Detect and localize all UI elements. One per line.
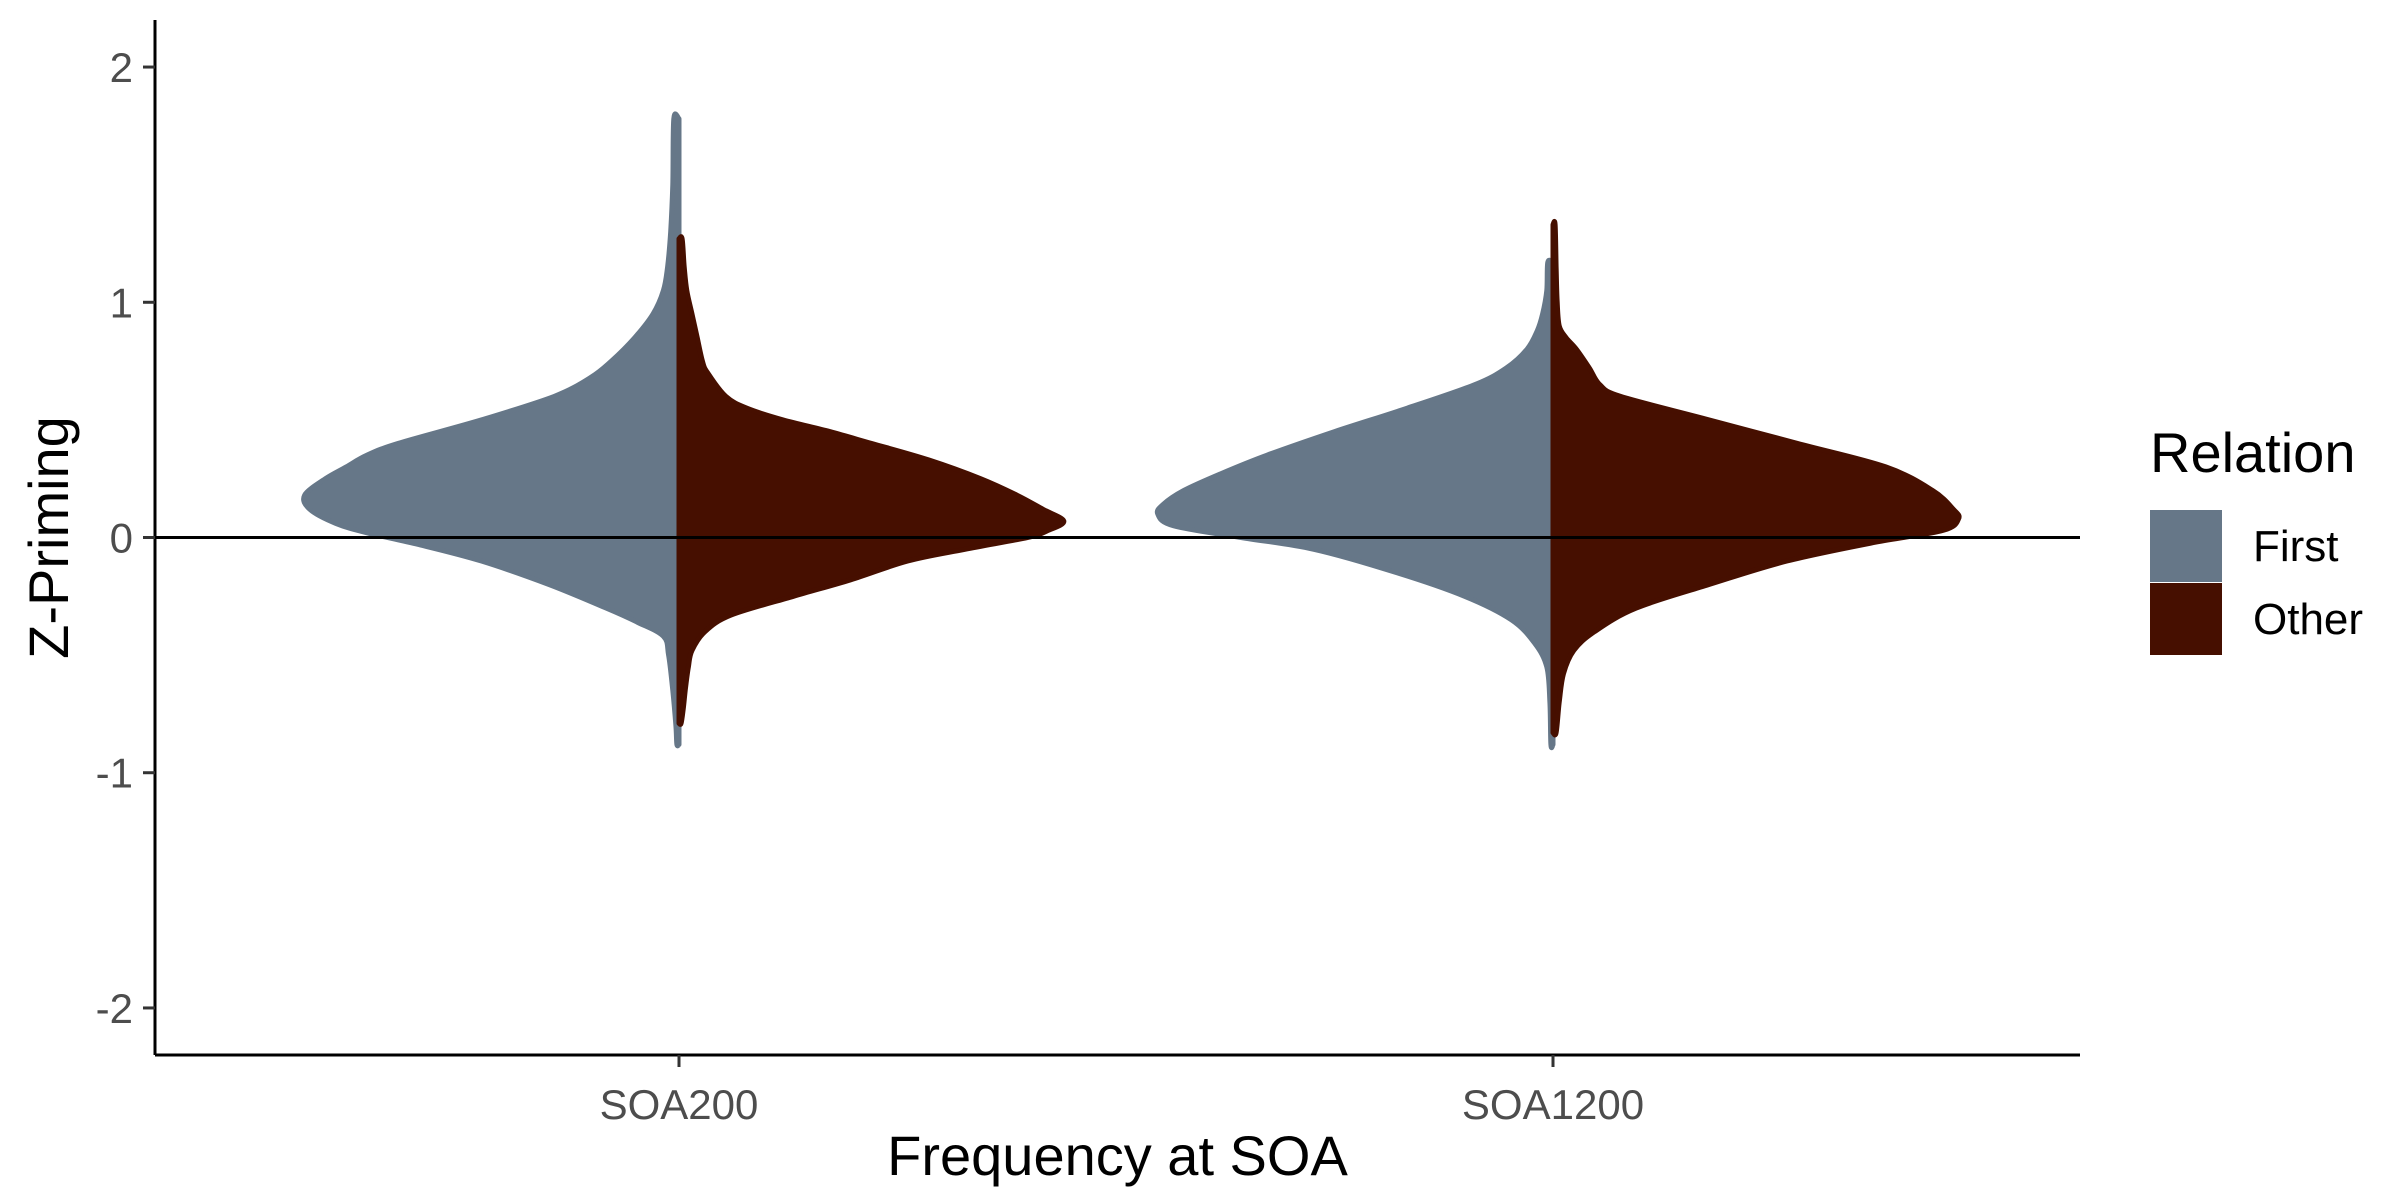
legend-entries: First Other	[2150, 510, 2363, 655]
axes: -2 -1 0 1 2 SOA200 SOA1200	[96, 20, 2080, 1128]
violin-other-soa200	[676, 234, 1067, 727]
violins-layer	[301, 111, 1962, 751]
x-tick-label: SOA200	[600, 1081, 759, 1128]
legend-label-first: First	[2253, 522, 2339, 571]
legend-swatch-other	[2150, 583, 2222, 655]
x-ticks: SOA200 SOA1200	[600, 1055, 1644, 1128]
y-tick-label: -1	[96, 750, 133, 797]
y-tick-label: 2	[110, 44, 133, 91]
y-tick-label: 0	[110, 515, 133, 562]
y-tick-label: 1	[110, 279, 133, 326]
y-ticks: -2 -1 0 1 2	[96, 44, 155, 1032]
legend-swatch-first	[2150, 510, 2222, 582]
violin-other-soa1200	[1550, 219, 1962, 738]
legend-title: Relation	[2150, 421, 2355, 484]
legend-label-other: Other	[2253, 595, 2363, 644]
x-tick-label: SOA1200	[1462, 1081, 1644, 1128]
violin-first-soa1200	[1154, 257, 1556, 751]
violin-first-soa200	[301, 111, 682, 749]
y-tick-label: -2	[96, 985, 133, 1032]
legend: Relation First Other	[2150, 421, 2363, 655]
y-axis-title: Z-Priming	[17, 416, 80, 659]
x-axis-title: Frequency at SOA	[887, 1124, 1348, 1187]
